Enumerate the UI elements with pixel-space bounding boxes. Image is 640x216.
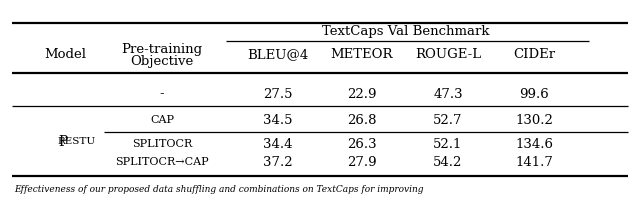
- Text: 37.2: 37.2: [263, 156, 293, 168]
- Text: SPLITOCR→CAP: SPLITOCR→CAP: [115, 157, 209, 167]
- Text: 27.9: 27.9: [347, 156, 377, 168]
- Text: P: P: [58, 135, 68, 149]
- Text: ROUGE-L: ROUGE-L: [415, 49, 481, 62]
- Text: 47.3: 47.3: [433, 87, 463, 100]
- Text: SPLITOCR: SPLITOCR: [132, 139, 192, 149]
- Text: BLEU@4: BLEU@4: [248, 49, 308, 62]
- Text: 26.8: 26.8: [348, 113, 377, 127]
- Text: 54.2: 54.2: [433, 156, 463, 168]
- Text: 34.5: 34.5: [263, 113, 292, 127]
- Text: 27.5: 27.5: [263, 87, 292, 100]
- Text: METEOR: METEOR: [331, 49, 393, 62]
- Text: 99.6: 99.6: [519, 87, 549, 100]
- Text: 52.1: 52.1: [433, 138, 463, 151]
- Text: TextCaps Val Benchmark: TextCaps Val Benchmark: [323, 24, 490, 38]
- Text: 34.4: 34.4: [263, 138, 292, 151]
- Text: 130.2: 130.2: [515, 113, 553, 127]
- Text: RESTU: RESTU: [58, 138, 96, 146]
- Text: Effectiveness of our proposed data shuffling and combinations on TextCaps for im: Effectiveness of our proposed data shuff…: [14, 184, 424, 194]
- Text: -: -: [160, 87, 164, 100]
- Text: 52.7: 52.7: [433, 113, 463, 127]
- Text: Objective: Objective: [131, 54, 194, 67]
- Text: Pre-training: Pre-training: [122, 43, 203, 56]
- Text: CIDEr: CIDEr: [513, 49, 555, 62]
- Text: 26.3: 26.3: [347, 138, 377, 151]
- Text: 141.7: 141.7: [515, 156, 553, 168]
- Text: Model: Model: [44, 49, 86, 62]
- Text: 134.6: 134.6: [515, 138, 553, 151]
- Text: CAP: CAP: [150, 115, 174, 125]
- Text: 22.9: 22.9: [348, 87, 377, 100]
